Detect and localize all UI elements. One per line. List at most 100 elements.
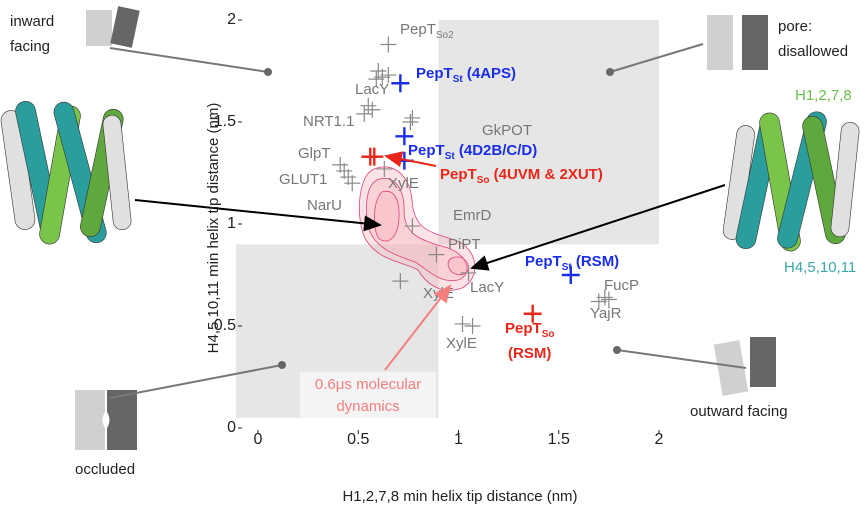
state-occluded <box>75 361 286 450</box>
y-tick-label: 0 <box>227 419 236 436</box>
point-label: EmrD <box>453 207 491 224</box>
y-tick-label: 0.5 <box>214 317 236 334</box>
x-tick-label: 2 <box>655 431 664 448</box>
point-label: LacY <box>470 279 504 296</box>
label-sub: So <box>477 175 490 186</box>
points <box>332 36 617 334</box>
point <box>404 218 421 235</box>
label-text: PepT <box>505 320 542 337</box>
label-text: PepT <box>416 65 453 82</box>
point-label: LacY <box>355 81 389 98</box>
point <box>391 74 410 93</box>
helix-label: H1,2,7,8 <box>795 87 852 104</box>
point-label: (RSM) <box>508 345 551 362</box>
point <box>596 289 613 306</box>
x-tick-label: 0.5 <box>347 431 369 448</box>
arrow <box>384 151 437 167</box>
point <box>460 264 477 281</box>
label-suffix: (4UVM & 2XUT) <box>489 166 602 183</box>
state-label: disallowed <box>778 43 848 60</box>
point <box>364 101 381 118</box>
point <box>344 175 361 192</box>
state-label: occluded <box>75 461 135 478</box>
state-label: inward <box>10 13 54 30</box>
point <box>454 315 471 332</box>
label-sub: St <box>562 262 573 273</box>
point-label: GkPOT <box>482 122 532 139</box>
state-outward <box>613 337 776 396</box>
label-text: PepT <box>400 21 436 38</box>
md-label: 0.6μs molecular <box>315 376 421 393</box>
helix-label: H4,5,10,11 <box>784 259 856 276</box>
arrow <box>384 284 452 371</box>
point <box>523 304 542 323</box>
point <box>336 162 353 179</box>
label-suffix: (4APS) <box>463 65 516 82</box>
point-label: PepTSt (4APS) <box>416 65 516 85</box>
x-tick-label: 0 <box>254 431 263 448</box>
point <box>402 114 419 130</box>
point <box>332 156 349 173</box>
md-label: dynamics <box>336 398 399 415</box>
point <box>340 169 357 186</box>
point <box>374 69 391 86</box>
point-label: NRT1.1 <box>303 113 354 130</box>
point-label: XylE <box>446 335 477 352</box>
point <box>368 71 385 88</box>
point-label: PiPT <box>448 236 481 253</box>
point <box>356 105 373 122</box>
point-label: GLUT1 <box>279 171 327 188</box>
protein-outward <box>722 111 860 252</box>
protein-inward <box>0 101 132 245</box>
y-axis-title: H4,5,10,11 min helix tip distance (nm) <box>205 103 222 354</box>
label-text: PepT <box>525 253 562 270</box>
label-sub: St <box>445 151 456 162</box>
point <box>365 147 384 166</box>
x-tick-label: 1.5 <box>548 431 570 448</box>
label-sub: St <box>453 74 464 85</box>
arrow <box>134 199 382 232</box>
x-axis-title: H1,2,7,8 min helix tip distance (nm) <box>342 488 577 505</box>
point <box>380 36 397 53</box>
point-label: PepTSt (RSM) <box>525 253 619 273</box>
y-tick-label: 1.5 <box>214 113 236 130</box>
point <box>392 273 409 290</box>
point <box>600 291 617 308</box>
point <box>464 318 481 334</box>
point <box>561 266 580 284</box>
x-tick-label: 1 <box>454 431 463 448</box>
point-label: PepTSo (4UVM & 2XUT) <box>440 166 603 186</box>
y-tick-label: 2 <box>227 11 236 28</box>
axes: 0 0.5 1 1.5 2 0 0.5 1 1.5 2 <box>214 11 664 448</box>
point-label: PepTSt (4D2B/C/D) <box>408 142 537 162</box>
annotation-box <box>300 372 436 418</box>
point <box>395 127 414 146</box>
point-label: GlpT <box>298 145 331 162</box>
label-text: PepT <box>408 142 445 159</box>
point <box>590 293 607 310</box>
arrow <box>470 184 726 271</box>
state-region <box>438 20 659 245</box>
label-suffix: (RSM) <box>572 253 620 270</box>
state-label: outward facing <box>690 403 788 420</box>
y-tick-label: 1 <box>227 215 236 232</box>
point-label: PepTSo2 <box>400 21 454 41</box>
point-label: XylE <box>388 175 419 192</box>
state-inward <box>86 6 272 76</box>
state-pore <box>606 15 768 76</box>
regions <box>235 20 659 418</box>
point <box>404 109 421 126</box>
label-sub: So2 <box>436 30 454 41</box>
point-label: FucP <box>604 277 639 294</box>
point-label: PepTSo <box>505 320 554 340</box>
state-label: pore: <box>778 18 812 35</box>
point <box>380 67 397 84</box>
point <box>428 246 445 263</box>
point <box>360 97 377 114</box>
point-label: YajR <box>590 305 622 322</box>
label-sub: So <box>542 329 555 340</box>
point-label: NarU <box>307 197 342 214</box>
point <box>370 63 387 79</box>
state-label: facing <box>10 38 50 55</box>
